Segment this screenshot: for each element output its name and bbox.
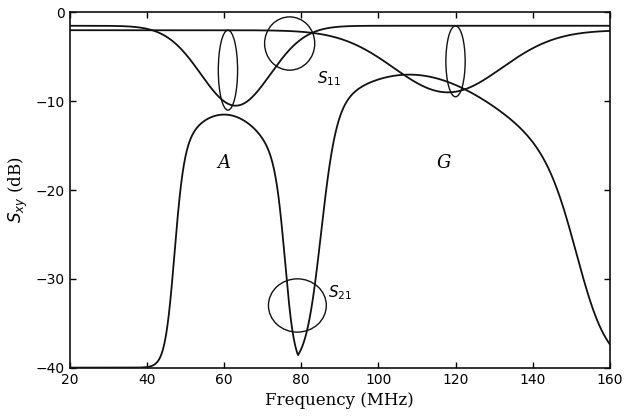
Text: G: G bbox=[437, 154, 451, 172]
Y-axis label: $S_{xy}$ (dB): $S_{xy}$ (dB) bbox=[7, 157, 30, 223]
Text: A: A bbox=[217, 154, 231, 172]
Text: $S_{21}$: $S_{21}$ bbox=[328, 283, 352, 302]
X-axis label: Frequency (MHz): Frequency (MHz) bbox=[265, 392, 414, 409]
Text: $S_{11}$: $S_{11}$ bbox=[317, 70, 341, 88]
